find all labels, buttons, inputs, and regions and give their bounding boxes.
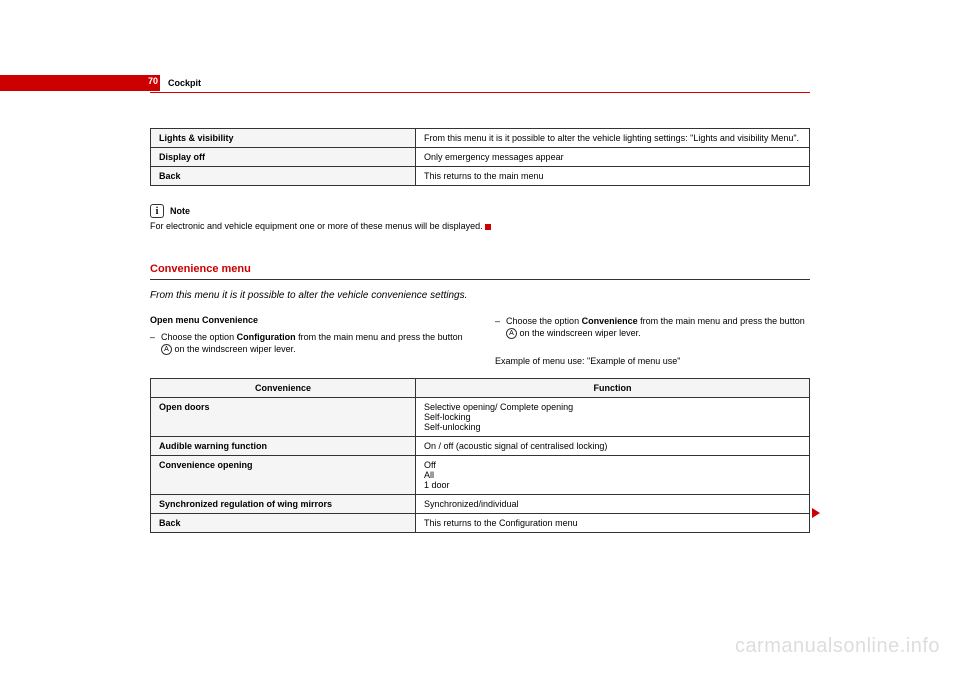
table-cell-value: From this menu it is it possible to alte… [416, 129, 810, 148]
button-a-icon: A [161, 344, 172, 355]
divider-line [150, 279, 810, 280]
table-row: Display offOnly emergency messages appea… [151, 148, 810, 167]
table-row: BackThis returns to the main menu [151, 167, 810, 186]
red-divider [150, 92, 810, 93]
convenience-table-container: Convenience Function Open doorsSelective… [150, 378, 810, 533]
table-cell-label: Audible warning function [151, 436, 416, 455]
table-header-row: Convenience Function [151, 378, 810, 397]
example-text: Example of menu use: "Example of menu us… [495, 356, 810, 366]
table-row: BackThis returns to the Configuration me… [151, 513, 810, 532]
section-title: Cockpit [168, 78, 201, 88]
table-cell-label: Convenience opening [151, 455, 416, 494]
button-a-icon: A [506, 328, 517, 339]
header-function: Function [416, 378, 810, 397]
table-row: Lights & visibilityFrom this menu it is … [151, 129, 810, 148]
bullet-dash: – [495, 315, 500, 340]
table-cell-value: This returns to the main menu [416, 167, 810, 186]
text-part: Choose the option [506, 316, 582, 326]
table-row: Synchronized regulation of wing mirrorsS… [151, 494, 810, 513]
table-cell-label: Back [151, 513, 416, 532]
convenience-subsection: Convenience menu From this menu it is it… [150, 263, 810, 533]
table-cell-label: Lights & visibility [151, 129, 416, 148]
table-cell-value: Selective opening/ Complete opening Self… [416, 397, 810, 436]
page-number: 70 [148, 76, 158, 86]
table-cell-value: On / off (acoustic signal of centralised… [416, 436, 810, 455]
content-area: Lights & visibilityFrom this menu it is … [150, 128, 810, 533]
table-row: Convenience openingOff All 1 door [151, 455, 810, 494]
table-cell-label: Synchronized regulation of wing mirrors [151, 494, 416, 513]
right-bullet-item: – Choose the option Convenience from the… [495, 315, 810, 340]
right-column: – Choose the option Convenience from the… [495, 315, 810, 366]
left-column: Open menu Convenience – Choose the optio… [150, 315, 465, 366]
bold-part: Convenience [582, 316, 638, 326]
text-part: from the main menu and press the button [296, 332, 463, 342]
note-label: Note [170, 206, 190, 216]
note-text: For electronic and vehicle equipment one… [150, 221, 810, 233]
bold-part: Configuration [237, 332, 296, 342]
table-cell-value: This returns to the Configuration menu [416, 513, 810, 532]
text-part: on the windscreen wiper lever. [172, 344, 296, 354]
header-convenience: Convenience [151, 378, 416, 397]
subsection-title: Convenience menu [150, 263, 810, 275]
settings-table-1: Lights & visibilityFrom this menu it is … [150, 128, 810, 186]
table-cell-label: Display off [151, 148, 416, 167]
page-number-bar: 70 [0, 75, 160, 91]
table-cell-value: Off All 1 door [416, 455, 810, 494]
note-text-content: For electronic and vehicle equipment one… [150, 221, 483, 231]
note-section: i Note For electronic and vehicle equipm… [150, 204, 810, 233]
info-icon: i [150, 204, 164, 218]
left-col-heading: Open menu Convenience [150, 315, 465, 325]
table-cell-label: Back [151, 167, 416, 186]
subsection-description: From this menu it is it possible to alte… [150, 290, 810, 301]
table-row: Open doorsSelective opening/ Complete op… [151, 397, 810, 436]
table-cell-value: Synchronized/individual [416, 494, 810, 513]
right-bullet-text: Choose the option Convenience from the m… [506, 315, 810, 340]
text-part: Choose the option [161, 332, 237, 342]
convenience-table: Convenience Function Open doorsSelective… [150, 378, 810, 533]
table-cell-label: Open doors [151, 397, 416, 436]
text-part: from the main menu and press the button [638, 316, 805, 326]
table-row: Audible warning functionOn / off (acoust… [151, 436, 810, 455]
note-header: i Note [150, 204, 810, 218]
two-column-layout: Open menu Convenience – Choose the optio… [150, 315, 810, 366]
left-bullet-text: Choose the option Configuration from the… [161, 331, 465, 356]
red-square-icon [485, 224, 491, 230]
left-bullet-item: – Choose the option Configuration from t… [150, 331, 465, 356]
table-cell-value: Only emergency messages appear [416, 148, 810, 167]
watermark: carmanualsonline.info [735, 635, 940, 658]
bullet-dash: – [150, 331, 155, 356]
text-part: on the windscreen wiper lever. [517, 328, 641, 338]
continue-arrow-icon [812, 508, 820, 518]
